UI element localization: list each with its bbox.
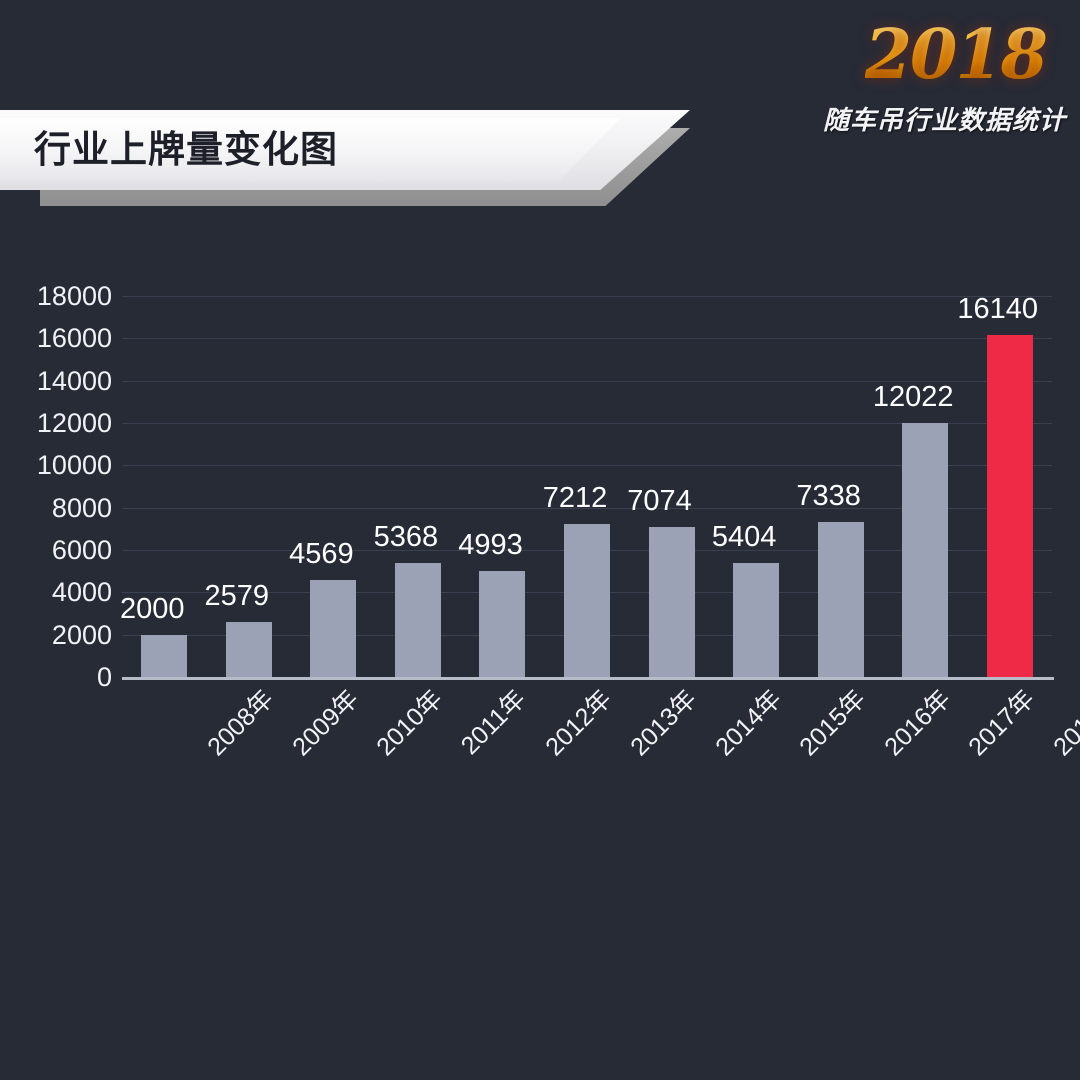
bar-value-label: 7212 xyxy=(542,482,608,515)
x-axis-tick-label: 2012年 xyxy=(540,684,618,762)
bar-value-label: 2579 xyxy=(204,580,270,613)
logo-year-text: 2018 xyxy=(864,15,1048,95)
gridline xyxy=(122,380,1052,382)
bar-value-label: 12022 xyxy=(872,380,954,413)
plot-area xyxy=(122,296,1052,677)
bar-2015年[interactable] xyxy=(733,562,780,677)
x-axis-tick-label: 2018年 xyxy=(1047,684,1080,762)
y-axis-tick-label: 16000 xyxy=(36,323,112,354)
gridline xyxy=(122,296,1052,297)
title-banner-highlight xyxy=(0,118,620,182)
bar-2010年[interactable] xyxy=(310,580,357,677)
y-axis-tick-label: 8000 xyxy=(51,492,112,523)
bar-value-label: 7074 xyxy=(627,485,692,518)
y-axis-tick-label: 12000 xyxy=(36,408,112,438)
y-axis-tick-label: 2000 xyxy=(51,619,112,650)
bar-2011年[interactable] xyxy=(394,563,441,677)
bar-value-label: 7338 xyxy=(796,479,861,512)
bar-2017年[interactable] xyxy=(902,422,949,677)
x-axis-line xyxy=(122,677,1054,680)
gridline xyxy=(122,507,1052,509)
bar-2008年[interactable] xyxy=(141,634,188,677)
x-axis-tick-label: 2013年 xyxy=(625,684,703,762)
gridline xyxy=(122,465,1052,467)
bar-2018年[interactable] xyxy=(986,335,1033,677)
bar-2013年[interactable] xyxy=(564,524,610,677)
bar-2014年[interactable] xyxy=(648,527,695,677)
x-axis-tick-label: 2010年 xyxy=(371,684,449,762)
bar-value-label: 5404 xyxy=(711,520,777,553)
bar-value-label: 2000 xyxy=(120,592,185,625)
y-axis-tick-label: 4000 xyxy=(51,577,112,608)
y-axis-tick-label: 14000 xyxy=(36,365,112,396)
x-axis-tick-label: 2008年 xyxy=(202,684,280,762)
bar-value-label: 16140 xyxy=(957,293,1039,326)
bar-value-label: 4993 xyxy=(458,529,523,562)
bar-value-label: 5368 xyxy=(373,521,439,554)
x-axis-tick-label: 2015年 xyxy=(794,684,872,762)
x-axis-tick-label: 2014年 xyxy=(709,684,787,762)
gridline xyxy=(122,338,1052,340)
x-axis-tick-label: 2011年 xyxy=(455,684,532,761)
y-axis: 18000 16000 14000 12000 10000 8000 6000 4000 200… xyxy=(0,0,112,1080)
x-axis-tick-label: 2017年 xyxy=(963,684,1041,762)
bar-2012年[interactable] xyxy=(479,571,526,677)
gridline xyxy=(122,423,1052,424)
y-axis-tick-label: 18000 xyxy=(36,281,112,311)
x-axis-tick-label: 2009年 xyxy=(287,684,364,762)
page-header: 行业上牌量变化图 2018 随车吊行业数据统计 xyxy=(0,0,1080,230)
y-axis-tick-label: 6000 xyxy=(51,535,112,565)
x-axis-tick-label: 2016年 xyxy=(878,684,956,762)
bar-2016年[interactable] xyxy=(817,521,864,677)
bar-value-label: 4569 xyxy=(289,538,354,571)
y-axis-tick-label: 10000 xyxy=(36,450,112,481)
y-axis-tick-label: 0 xyxy=(96,662,112,692)
logo-subtitle-text: 随车吊行业数据统计 xyxy=(822,106,1066,136)
bar-2009年[interactable] xyxy=(225,622,272,677)
page-title: 行业上牌量变化图 xyxy=(34,128,338,171)
